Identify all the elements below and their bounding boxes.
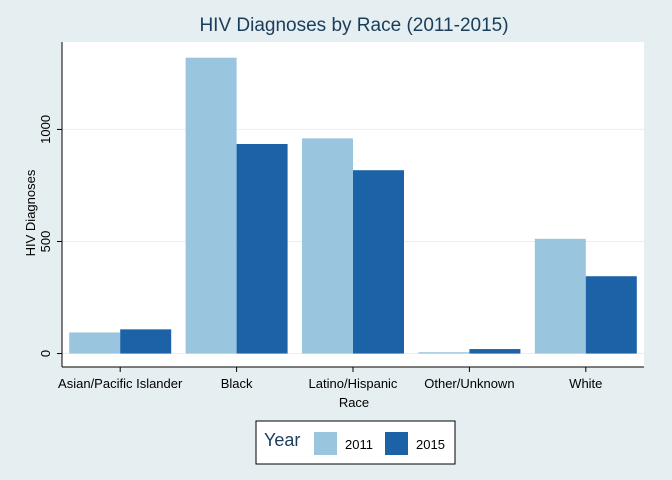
bar-black-2015 <box>236 143 288 354</box>
bar-latino-hispanic-2011 <box>302 138 353 354</box>
y-axis-title: HIV Diagnoses <box>23 169 38 256</box>
bar-white-2015 <box>585 276 637 354</box>
bar-asian-pacific-islander-2015 <box>120 329 172 354</box>
bar-latino-hispanic-2015 <box>353 170 404 354</box>
legend: Year 2011 2015 <box>255 420 456 465</box>
x-tick-label-white: White <box>569 376 602 391</box>
y-ticks: 0 500 1000 <box>38 115 62 357</box>
x-axis-title: Race <box>339 395 369 410</box>
x-tick-label-other-unknown: Other/Unknown <box>424 376 514 391</box>
legend-title: Year <box>264 430 300 450</box>
legend-label-2011: 2011 <box>345 437 373 452</box>
y-tick-label-500: 500 <box>38 231 53 253</box>
chart-title: HIV Diagnoses by Race (2011-2015) <box>199 15 508 36</box>
x-tick-label-asian-pacific-islander: Asian/Pacific Islander <box>58 376 183 391</box>
legend-swatch-2011 <box>314 432 337 455</box>
legend-label-2015: 2015 <box>416 437 445 452</box>
bar-asian-pacific-islander-2011 <box>69 332 121 354</box>
bar-other-unknown-2011 <box>418 352 470 354</box>
bars <box>69 57 637 354</box>
y-tick-label-1000: 1000 <box>38 115 53 144</box>
y-tick-label-0: 0 <box>38 350 53 357</box>
x-tick-label-latino-hispanic: Latino/Hispanic <box>309 376 398 391</box>
bar-white-2011 <box>534 238 586 354</box>
bar-other-unknown-2015 <box>469 349 521 354</box>
x-ticks: Asian/Pacific Islander Black Latino/Hispan… <box>58 367 602 391</box>
legend-swatch-2015 <box>385 432 408 455</box>
legend-box <box>255 420 456 465</box>
bar-black-2011 <box>185 57 237 354</box>
x-tick-label-black: Black <box>221 376 253 391</box>
